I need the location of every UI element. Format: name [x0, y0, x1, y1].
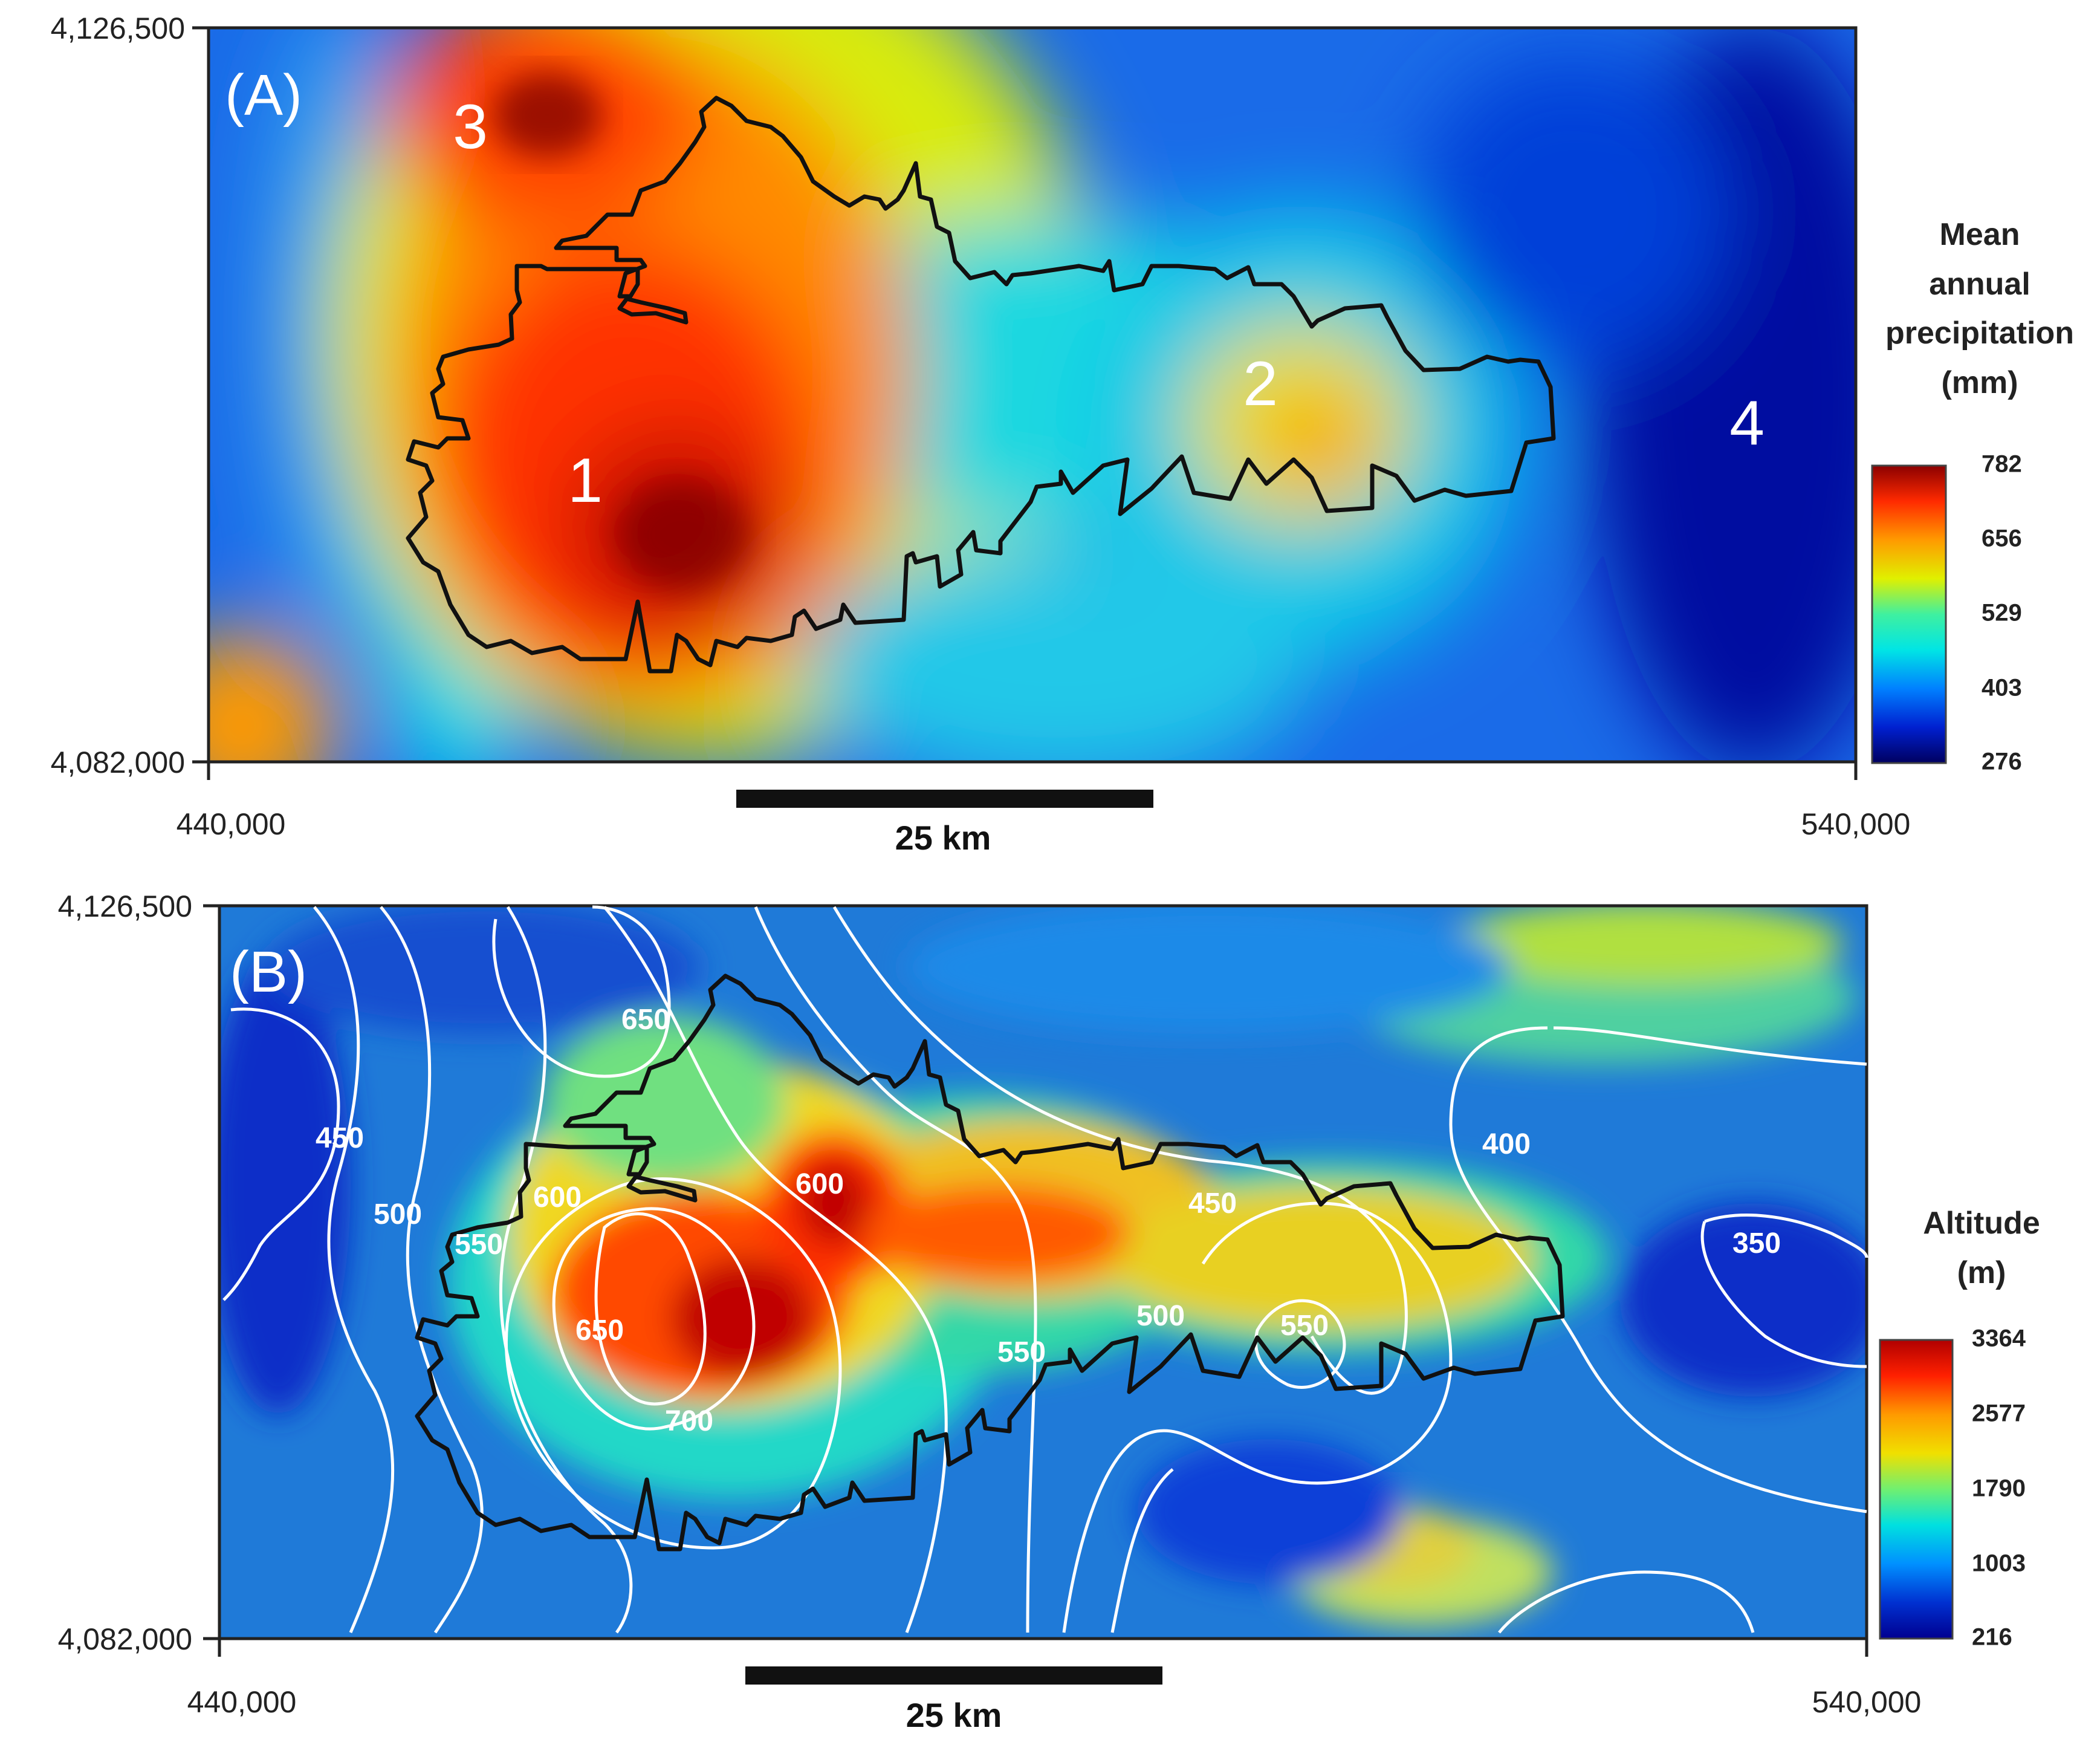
- contour-label-500-east: 500: [1136, 1300, 1185, 1332]
- panel-b-y-bottom-label: 4,082,000: [58, 1622, 192, 1656]
- panel-b-x-right-label: 540,000: [1812, 1685, 1922, 1719]
- panel-a-axes: [192, 26, 1858, 780]
- contour-label-450-east: 450: [1188, 1188, 1237, 1220]
- panel-a-scale-bar: [736, 790, 1153, 808]
- region-label-2: 2: [1243, 349, 1278, 419]
- panel-b: 650 450 500 550 600 600 650 700 550 450 …: [58, 889, 2040, 1734]
- precipitation-color-bar: [1871, 464, 1947, 764]
- contour-label-650-center: 650: [575, 1315, 624, 1347]
- panel-a-scale-label: 25 km: [895, 819, 991, 857]
- panel-a-y-top-label: 4,126,500: [51, 11, 185, 45]
- contour-label-400: 400: [1482, 1128, 1531, 1160]
- panel-a-x-left-label: 440,000: [177, 807, 286, 841]
- altitude-color-bar: [1879, 1339, 1954, 1640]
- region-label-4: 4: [1729, 388, 1765, 458]
- watershed-outline-a: [406, 96, 1556, 674]
- legend-a-title-line-1: Mean: [1940, 217, 2020, 252]
- panel-a-frame: [207, 26, 1858, 764]
- contour-label-600-west: 600: [533, 1181, 582, 1214]
- contour-label-700: 700: [665, 1405, 713, 1437]
- panel-b-scale-bar: [745, 1666, 1162, 1685]
- contour-label-500-west: 500: [374, 1198, 422, 1230]
- legend-a-tick-4: 276: [1982, 749, 2022, 775]
- legend-a-title-line-3: precipitation: [1885, 316, 2074, 351]
- panel-b-scale-label: 25 km: [906, 1696, 1002, 1734]
- region-label-1: 1: [568, 446, 603, 516]
- precipitation-raster: [209, 28, 1856, 762]
- legend-a-tick-0: 782: [1982, 451, 2022, 478]
- panel-a-y-bottom-label: 4,082,000: [51, 746, 185, 779]
- contour-label-600-center: 600: [796, 1168, 844, 1200]
- panel-b-letter: (B): [230, 940, 307, 1004]
- altitude-legend: Altitude (m) 3364 2577 1790 1003 216: [1879, 1206, 2040, 1651]
- contour-label-550-west: 550: [455, 1229, 503, 1261]
- panel-a: (A) 1 2 3 4 4,126,500 4,082,000 440,000 …: [51, 11, 2074, 857]
- precipitation-isohyets: [222, 905, 1868, 1634]
- legend-a-title-line-2: annual: [1929, 267, 2030, 302]
- contour-label-350: 350: [1732, 1227, 1781, 1259]
- contour-label-650-top: 650: [621, 1004, 670, 1036]
- contour-label-450-west: 450: [316, 1122, 364, 1154]
- legend-b-title-line-2: (m): [1957, 1255, 2006, 1290]
- legend-a-tick-3: 403: [1982, 675, 2022, 701]
- legend-b-title-line-1: Altitude: [1923, 1206, 2040, 1241]
- panel-a-letter: (A): [225, 63, 302, 128]
- legend-b-tick-4: 216: [1972, 1624, 2012, 1651]
- precipitation-legend: Mean annual precipitation (mm) 782 656 5…: [1871, 217, 2074, 775]
- panel-a-x-right-label: 540,000: [1801, 807, 1911, 841]
- legend-b-tick-1: 2577: [1972, 1400, 2026, 1427]
- contour-label-550-center: 550: [997, 1336, 1046, 1368]
- contour-label-550-east: 550: [1280, 1310, 1329, 1342]
- legend-b-tick-2: 1790: [1972, 1475, 2026, 1502]
- legend-a-tick-1: 656: [1982, 525, 2022, 552]
- legend-b-tick-3: 1003: [1972, 1550, 2026, 1577]
- panel-b-x-left-label: 440,000: [187, 1685, 297, 1719]
- watershed-outline-b: [415, 973, 1565, 1552]
- altitude-raster: [219, 906, 1867, 1639]
- legend-a-tick-2: 529: [1982, 600, 2022, 626]
- panel-b-frame: [218, 904, 1868, 1640]
- region-label-3: 3: [453, 92, 488, 162]
- panel-b-y-top-label: 4,126,500: [58, 889, 192, 923]
- legend-b-tick-0: 3364: [1972, 1325, 2026, 1352]
- panel-b-axes: [203, 904, 1868, 1657]
- legend-a-title-line-4: (mm): [1941, 365, 2018, 400]
